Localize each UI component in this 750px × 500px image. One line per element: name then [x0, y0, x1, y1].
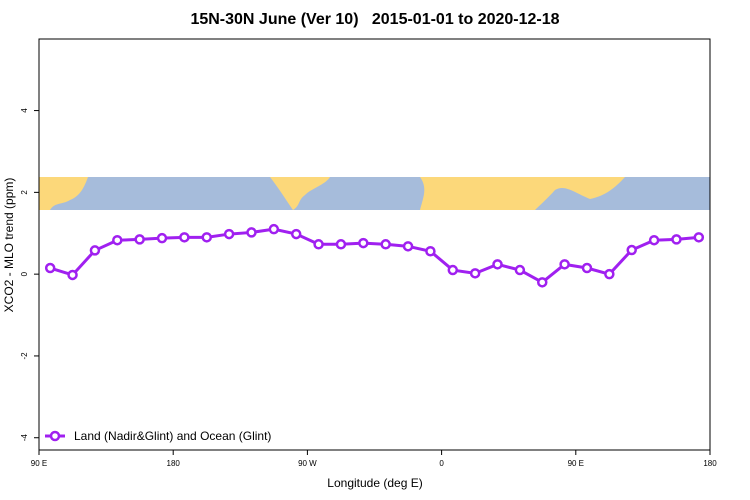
- point: [335, 239, 347, 250]
- point: [179, 232, 190, 243]
- point: [223, 228, 235, 240]
- point: [67, 269, 78, 281]
- point: [268, 223, 280, 235]
- point: [604, 268, 615, 280]
- x-tick-label: 90 E: [31, 459, 47, 468]
- y-tick-label: -2: [20, 352, 29, 360]
- point: [492, 259, 503, 270]
- point: [648, 234, 660, 246]
- x-tick-label: 90 E: [568, 459, 584, 468]
- point: [626, 244, 637, 256]
- map-band: [39, 177, 710, 210]
- x-tick-label: 90 W: [298, 459, 317, 468]
- y-tick-label: 2: [20, 190, 29, 195]
- point: [134, 234, 145, 245]
- point: [313, 239, 324, 250]
- point: [89, 245, 101, 256]
- point: [581, 262, 593, 274]
- point: [537, 277, 548, 288]
- legend: Land (Nadir&Glint) and Ocean (Glint): [45, 429, 271, 443]
- point: [402, 241, 414, 252]
- chart-title: 15N-30N June (Ver 10) 2015-01-01 to 2020…: [190, 11, 559, 28]
- plot-frame: [38, 38, 711, 451]
- y-axis-label: XCO2 - MLO trend (ppm): [2, 178, 16, 313]
- y-tick-label: 0: [20, 271, 29, 276]
- point: [671, 234, 682, 245]
- x-tick-label: 180: [167, 459, 181, 468]
- point: [201, 232, 212, 243]
- x-tick-label: 180: [703, 459, 717, 468]
- series-line: [49, 227, 699, 285]
- point: [112, 234, 123, 246]
- plot-area: [44, 223, 705, 288]
- point: [290, 228, 302, 240]
- point: [447, 264, 459, 276]
- y-tick-label: -4: [20, 434, 29, 442]
- y-tick-label: 4: [20, 108, 29, 113]
- legend-marker: [49, 430, 61, 442]
- point: [469, 268, 481, 279]
- point: [44, 262, 56, 274]
- point: [358, 237, 369, 249]
- point: [693, 232, 705, 243]
- x-axis-label: Longitude (deg E): [327, 476, 422, 490]
- point: [514, 264, 526, 276]
- point: [559, 259, 570, 270]
- x-tick-label: 0: [439, 459, 444, 468]
- point: [246, 227, 257, 238]
- point: [425, 245, 436, 257]
- point: [156, 232, 168, 244]
- legend-label: Land (Nadir&Glint) and Ocean (Glint): [74, 429, 271, 443]
- point: [380, 239, 391, 250]
